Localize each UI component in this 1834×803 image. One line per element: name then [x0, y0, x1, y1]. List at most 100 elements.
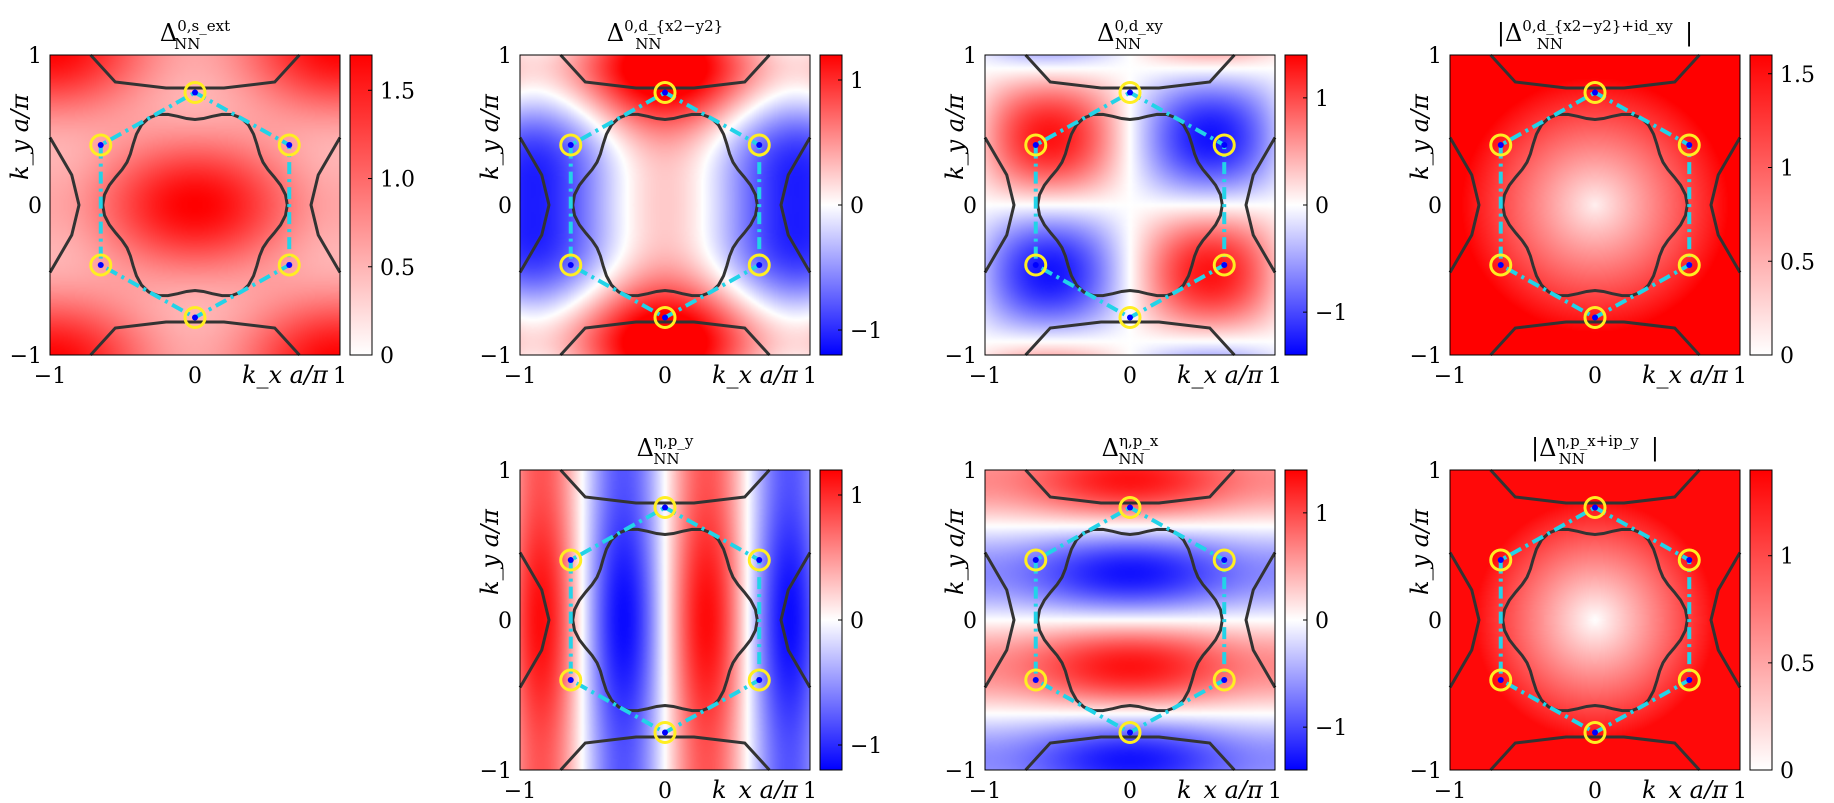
node-center — [756, 142, 763, 148]
x-axis-label: k_x a/π — [1642, 361, 1729, 389]
node-marker — [1489, 133, 1513, 157]
heatmap-d_x2y2 — [520, 55, 810, 355]
node-marker — [1489, 668, 1513, 692]
colorbar-tick-label: 1 — [1315, 87, 1329, 112]
y-axis-label: k_y a/π — [941, 508, 969, 595]
node-marker — [653, 81, 677, 104]
outer-fermi-sheet — [1244, 551, 1277, 689]
node-marker — [1489, 548, 1513, 572]
panel-title: Δ0,d_{x2−y2} NN — [607, 17, 723, 53]
colorbar-tick-label: 0 — [1315, 194, 1329, 219]
y-axis-label: k_y a/π — [1406, 93, 1434, 180]
node-marker — [1583, 306, 1607, 329]
colorbar-tick-label: 1 — [1780, 545, 1794, 570]
x-axis-label: k_x a/π — [242, 361, 329, 389]
x-tick-label: −1 — [969, 364, 1001, 389]
x-axis-label: k_x a/π — [1177, 361, 1264, 389]
y-tick-label: −1 — [480, 759, 512, 784]
node-center — [1032, 262, 1039, 268]
x-tick-label: 0 — [1588, 779, 1602, 799]
y-axis-label: k_y a/π — [941, 93, 969, 180]
y-tick-label: −1 — [480, 344, 512, 369]
colorbar-tick-label: −1 — [1315, 716, 1347, 741]
node-marker — [89, 253, 113, 277]
node-marker — [559, 548, 583, 572]
outer-fermi-sheet — [518, 551, 551, 689]
outer-fermi-sheet — [48, 136, 81, 274]
node-marker — [747, 668, 771, 692]
node-center — [1032, 557, 1039, 563]
colorbar-tick-label: 0 — [850, 194, 864, 219]
y-tick-label: −1 — [945, 759, 977, 784]
x-tick-label: 0 — [658, 779, 672, 799]
outer-fermi-sheet — [1709, 551, 1742, 689]
colorbar-tick-label: 0.5 — [1780, 250, 1815, 275]
colorbar-tick-label: 1.5 — [1780, 63, 1815, 88]
colorbar-tick-label: 1.0 — [380, 168, 415, 193]
node-center — [567, 557, 574, 563]
colorbar-tick-label: 0 — [1315, 609, 1329, 634]
node-center — [756, 557, 763, 563]
node-marker — [559, 253, 583, 277]
outer-fermi-sheet — [779, 551, 812, 689]
node-center — [1127, 314, 1133, 321]
heatmap-p_chiral — [1450, 470, 1740, 770]
node-center — [286, 262, 293, 268]
outer-fermi-sheet — [1448, 136, 1481, 274]
x-tick-label: 1 — [1268, 364, 1282, 389]
node-center — [1127, 89, 1133, 96]
node-marker — [747, 253, 771, 277]
y-tick-label: 1 — [963, 459, 977, 484]
node-center — [1686, 677, 1693, 683]
y-tick-label: −1 — [10, 344, 42, 369]
node-marker — [183, 306, 207, 329]
y-tick-label: −1 — [1410, 344, 1442, 369]
node-center — [1221, 677, 1228, 683]
outer-fermi-sheet — [1024, 320, 1236, 357]
node-center — [567, 142, 574, 148]
heatmap-s_ext — [50, 55, 340, 355]
panel-title: Δη,p_x NN — [1102, 432, 1159, 468]
node-center — [662, 504, 668, 511]
x-axis-label: k_x a/π — [712, 776, 799, 799]
node-center — [1221, 557, 1228, 563]
outer-fermi-sheet — [1489, 320, 1701, 357]
outer-fermi-sheet — [983, 551, 1016, 689]
outer-fermi-sheet — [559, 468, 771, 505]
outer-fermi-sheet — [1024, 468, 1236, 505]
node-center — [756, 262, 763, 268]
node-marker — [1677, 253, 1701, 277]
axes-frame — [519, 54, 811, 356]
node-marker — [1583, 81, 1607, 104]
node-marker — [1118, 306, 1142, 329]
outer-fermi-sheet — [1709, 136, 1742, 274]
y-tick-label: −1 — [945, 344, 977, 369]
node-center — [97, 262, 104, 268]
node-center — [1032, 677, 1039, 683]
colorbar-s_ext — [349, 54, 373, 356]
x-axis-label: k_x a/π — [1642, 776, 1729, 799]
node-marker — [653, 496, 677, 519]
y-tick-label: 0 — [498, 609, 512, 634]
outer-fermi-sheet — [983, 136, 1016, 274]
colorbar-tick-label: 0.5 — [1780, 652, 1815, 677]
x-tick-label: 1 — [1733, 364, 1747, 389]
node-center — [1686, 262, 1693, 268]
node-center — [97, 142, 104, 148]
outer-fermi-sheet — [559, 735, 771, 772]
x-tick-label: 1 — [803, 364, 817, 389]
colorbar-d_chiral — [1749, 54, 1773, 356]
node-center — [1592, 314, 1598, 321]
node-marker — [1212, 253, 1236, 277]
node-marker — [1677, 548, 1701, 572]
y-tick-label: 1 — [1428, 459, 1442, 484]
y-tick-label: 1 — [28, 44, 42, 69]
outer-fermi-sheet — [1448, 551, 1481, 689]
colorbar-tick-label: −1 — [1315, 301, 1347, 326]
node-center — [1497, 557, 1504, 563]
axes-frame — [1449, 469, 1741, 771]
node-marker — [183, 81, 207, 104]
